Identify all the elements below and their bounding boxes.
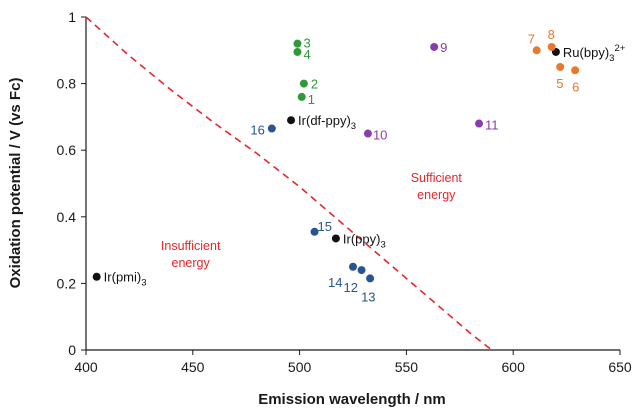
data-point	[475, 119, 484, 128]
point-label: 10	[373, 128, 387, 143]
point-label: 2	[311, 77, 318, 92]
point-label-main: 6	[572, 79, 579, 94]
data-point	[556, 62, 565, 71]
point-label: 7	[528, 31, 535, 46]
point-label-main: 4	[303, 47, 310, 62]
y-tick-label: 0	[68, 342, 76, 358]
data-point	[310, 227, 319, 236]
point-label-main: Ir(pmi)	[104, 270, 142, 285]
point-label-main: 13	[361, 289, 375, 304]
point-label: 15	[318, 219, 332, 234]
point-label-main: Ru(bpy)	[563, 45, 609, 60]
point-label: Ir(ppy)3	[343, 231, 386, 250]
point-label-main: 1	[308, 92, 315, 107]
threshold-curve	[85, 16, 493, 351]
point-label-subscript: 3	[351, 121, 356, 132]
point-label: 5	[556, 76, 563, 91]
region-label: Sufficient	[411, 171, 463, 185]
point-label: 8	[548, 27, 555, 42]
point-label-main: 7	[528, 31, 535, 46]
data-point	[357, 266, 366, 275]
point-label: Ru(bpy)32+	[563, 43, 626, 64]
data-point	[430, 42, 439, 51]
data-point	[331, 234, 340, 243]
data-point	[532, 46, 541, 55]
y-tick-label: 0.2	[57, 275, 77, 291]
y-tick-label: 0.4	[57, 209, 77, 225]
data-point	[267, 124, 276, 133]
plot-area: 400 450 500 550 600 650 0 0.2 0.4 0.6 0.8 1 Insuffic…	[57, 9, 632, 375]
point-label-main: 15	[318, 219, 332, 234]
y-tick-label: 0.8	[57, 76, 77, 92]
point-label-main: 5	[556, 76, 563, 91]
region-label: energy	[172, 256, 211, 270]
data-point	[92, 272, 101, 281]
point-label-main: 3	[303, 36, 310, 51]
data-point	[287, 116, 296, 125]
point-label-superscript: 2+	[614, 43, 625, 54]
data-point	[299, 79, 308, 88]
x-axis-title: Emission wavelength / nm	[258, 391, 446, 408]
point-label: 11	[485, 118, 499, 133]
point-label-main: 8	[548, 27, 555, 42]
point-label-main: Ir(ppy)	[343, 231, 381, 246]
point-label: 16	[250, 123, 264, 138]
point-label-main: 14	[328, 275, 342, 290]
x-tick-label: 550	[395, 359, 419, 375]
x-tick-label: 600	[502, 359, 526, 375]
point-label-subscript: 3	[141, 278, 146, 289]
point-label-main: 16	[250, 123, 264, 138]
point-label: Ir(pmi)3	[104, 270, 147, 289]
y-tick-label: 0.6	[57, 142, 77, 158]
point-label-subscript: 3	[380, 239, 385, 250]
point-label-main: 9	[440, 40, 447, 55]
region-label: energy	[417, 188, 456, 202]
point-label-main: 12	[344, 280, 358, 295]
point-label-main: 10	[373, 128, 387, 143]
region-label: Insufficient	[161, 239, 221, 253]
point-label: 12	[344, 280, 358, 295]
point-label-subscript: 3	[609, 53, 614, 64]
data-point	[547, 42, 556, 51]
point-label-main: 11	[485, 118, 499, 133]
data-point	[571, 66, 580, 75]
point-label-main: Ir(df-ppy)	[298, 113, 351, 128]
data-point	[293, 47, 302, 56]
point-label: 9	[440, 40, 447, 55]
y-axis-title: Oxidation potential / V (vs Fc)	[7, 78, 24, 289]
point-label: 6	[572, 79, 579, 94]
point-label: Ir(df-ppy)3	[298, 113, 356, 132]
data-point	[293, 39, 302, 48]
x-tick-label: 400	[74, 359, 98, 375]
y-tick-label: 1	[68, 9, 76, 25]
point-label: 3	[303, 36, 310, 51]
point-label: 13	[361, 289, 375, 304]
x-tick-label: 500	[288, 359, 312, 375]
point-label: 14	[328, 275, 342, 290]
point-label: 1	[308, 92, 315, 107]
point-label: 4	[303, 47, 310, 62]
data-point	[366, 274, 375, 283]
x-tick-label: 650	[608, 359, 632, 375]
point-label-main: 2	[311, 77, 318, 92]
data-point	[297, 92, 306, 101]
data-point	[363, 129, 372, 138]
x-tick-label: 450	[181, 359, 205, 375]
data-point	[349, 262, 357, 271]
